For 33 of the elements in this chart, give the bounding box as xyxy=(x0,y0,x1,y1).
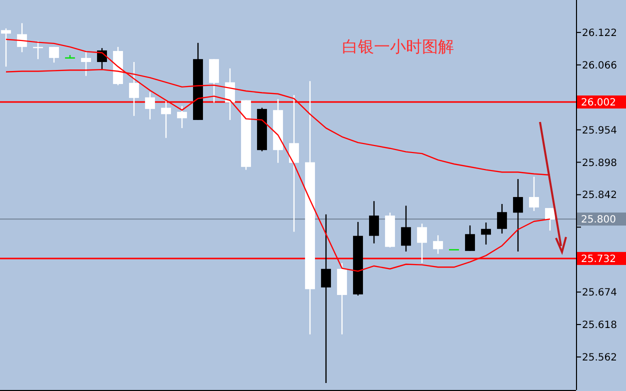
candlestick xyxy=(497,203,507,234)
y-tick-label: 25.674 xyxy=(582,288,617,299)
y-tick-label: 26.066 xyxy=(582,60,617,72)
y-tick-label: 25.842 xyxy=(582,190,617,202)
candlestick xyxy=(481,222,491,246)
candlestick xyxy=(49,46,59,64)
y-tick-label: 25.562 xyxy=(582,352,617,364)
ref-line-label: 25.732 xyxy=(581,254,616,265)
candlestick xyxy=(1,28,11,68)
candlestick xyxy=(401,205,411,252)
candlestick xyxy=(433,234,443,254)
candlestick xyxy=(417,223,427,264)
y-tick-label: 26.122 xyxy=(582,28,617,39)
y-tick-label: 25.954 xyxy=(582,125,617,136)
candlestick xyxy=(209,58,219,104)
text: 白银一小时图解 xyxy=(342,37,454,56)
candlestick xyxy=(145,92,155,120)
candlestick xyxy=(465,224,475,252)
candlestick xyxy=(129,61,139,116)
candlestick xyxy=(177,105,187,129)
candlestick xyxy=(545,207,555,232)
ref-line-label: 26.002 xyxy=(581,97,616,108)
candlestick xyxy=(17,22,27,53)
candlestick xyxy=(513,178,523,252)
candlestick xyxy=(369,200,379,244)
y-tick-label: 25.618 xyxy=(582,320,617,332)
y-tick-label: 25.898 xyxy=(582,158,617,169)
candlestick xyxy=(81,50,91,77)
candlestick xyxy=(321,214,331,384)
ref-line-label: 25.800 xyxy=(581,214,616,226)
candlestick xyxy=(289,94,299,232)
candlestick xyxy=(161,100,171,139)
candlestick xyxy=(529,176,539,212)
